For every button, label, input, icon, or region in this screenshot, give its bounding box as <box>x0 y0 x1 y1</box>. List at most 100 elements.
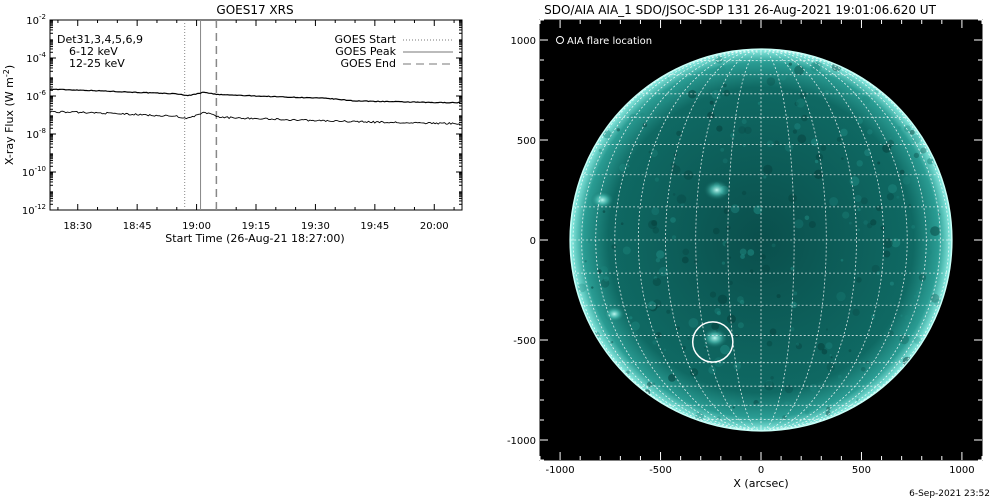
disk-texture-speck <box>891 238 901 248</box>
disk-texture-speck <box>703 346 707 349</box>
goes-event-markers <box>184 20 218 210</box>
disk-texture-speck <box>687 337 690 340</box>
aia-x-tick-label: -500 <box>649 465 672 476</box>
longitude-line <box>572 49 762 431</box>
disk-texture-speck <box>630 321 640 331</box>
disk-texture-speck <box>809 383 818 392</box>
disk-texture-speck <box>676 326 680 331</box>
longitude-line <box>760 49 927 431</box>
disk-texture-speck <box>913 152 920 159</box>
disk-texture-speck <box>616 128 620 132</box>
disk-texture-speck <box>723 208 730 215</box>
disk-texture-speck <box>683 170 694 180</box>
disk-texture-speck <box>687 89 697 99</box>
bright-regions <box>590 179 730 349</box>
disk-texture-speck <box>737 296 744 303</box>
disk-texture-speck <box>681 256 689 264</box>
disk-texture-speck <box>902 176 911 185</box>
disk-texture-speck <box>849 221 852 225</box>
disk-texture-speck <box>930 226 940 237</box>
goes-y-tick-base: 10 <box>22 168 35 179</box>
disk-texture-speck <box>766 340 773 347</box>
disk-texture-speck <box>738 126 746 134</box>
disk-texture-speck <box>840 258 844 262</box>
disk-texture-speck <box>694 259 698 264</box>
goes-y-axis-label-exp: -2 <box>2 69 11 77</box>
disk-texture-speck <box>723 89 730 97</box>
disk-texture-speck <box>886 193 895 201</box>
disk-texture-speck <box>810 62 821 72</box>
disk-texture-speck <box>602 129 612 139</box>
disk-texture-speck <box>650 149 658 157</box>
disk-texture-speck <box>733 362 741 370</box>
disk-texture-speck <box>911 225 916 229</box>
disk-texture-speck <box>774 140 779 145</box>
disk-texture-speck <box>721 261 726 265</box>
disk-texture-speck <box>790 301 797 308</box>
disk-texture-speck <box>747 249 755 256</box>
aia-legend-circle-icon <box>556 36 564 44</box>
disk-texture-speck <box>676 194 687 204</box>
disk-texture-speck <box>741 190 747 196</box>
disk-texture-speck <box>753 205 763 215</box>
goes-y-tick-exp: -6 <box>39 89 47 97</box>
disk-texture-speck <box>829 197 839 206</box>
disk-texture-speck <box>653 276 658 280</box>
disk-texture-speck <box>793 291 798 296</box>
disk-texture-speck <box>642 122 648 128</box>
generation-timestamp: 6-Sep-2021 23:52 <box>909 489 990 499</box>
goes-y-axis-label-end: ) <box>3 65 16 69</box>
disk-texture-speck <box>730 133 735 138</box>
aia-y-tick-label: -1000 <box>507 436 536 447</box>
disk-texture-speck <box>739 299 745 305</box>
disk-texture-speck <box>597 269 602 274</box>
disk-texture-speck <box>717 95 721 100</box>
disk-texture-speck <box>739 248 747 256</box>
disk-texture-speck <box>784 384 794 394</box>
disk-texture-speck <box>770 376 774 380</box>
longitude-line <box>760 49 884 431</box>
disk-texture-speck <box>829 354 832 357</box>
disk-texture-speck <box>652 277 662 287</box>
disk-texture-speck <box>730 204 740 214</box>
longitude-line <box>760 49 908 431</box>
disk-texture-speck <box>871 264 880 274</box>
aia-y-tick-label: 500 <box>517 136 536 147</box>
disk-texture-speck <box>655 258 661 263</box>
goes-y-tick-exp: -8 <box>39 127 46 135</box>
disk-texture-speck <box>757 101 761 105</box>
disk-texture-speck <box>682 248 690 256</box>
disk-texture-speck <box>629 316 633 320</box>
disk-texture-speck <box>740 254 745 259</box>
aia-x-tick-label: 0 <box>758 465 764 476</box>
disk-texture-speck <box>804 410 810 415</box>
disk-texture-speck <box>776 294 781 299</box>
disk-texture-speck <box>841 157 844 160</box>
goes-legend-peak-label: GOES Peak <box>335 45 396 58</box>
disk-texture-speck <box>861 367 866 372</box>
disk-texture-speck <box>603 276 610 282</box>
disk-texture-speck <box>794 219 804 229</box>
disk-texture-speck <box>728 280 733 285</box>
disk-texture-speck <box>647 301 657 310</box>
disk-texture-speck <box>709 291 717 298</box>
disk-texture-speck <box>646 382 652 387</box>
disk-texture-speck <box>765 380 773 388</box>
aia-y-axis: -1000 -500 0 500 1000 <box>507 19 982 461</box>
disk-texture-speck <box>920 147 927 154</box>
disk-texture-speck <box>729 399 736 407</box>
disk-texture-speck <box>790 327 795 332</box>
disk-texture-speck <box>854 195 862 202</box>
longitude-line <box>638 49 762 431</box>
active-region-glow <box>603 305 625 323</box>
disk-texture-speck <box>930 293 940 303</box>
disk-texture-speck <box>728 256 732 259</box>
goes-x-tick-label: 19:45 <box>360 221 389 232</box>
disk-texture-speck <box>648 150 652 154</box>
disk-texture-speck <box>817 343 825 351</box>
disk-texture-speck <box>651 220 658 226</box>
longitude-line <box>695 49 762 431</box>
disk-texture-speck <box>600 266 608 274</box>
disk-texture-speck <box>836 291 846 302</box>
longitude-line <box>614 49 762 431</box>
